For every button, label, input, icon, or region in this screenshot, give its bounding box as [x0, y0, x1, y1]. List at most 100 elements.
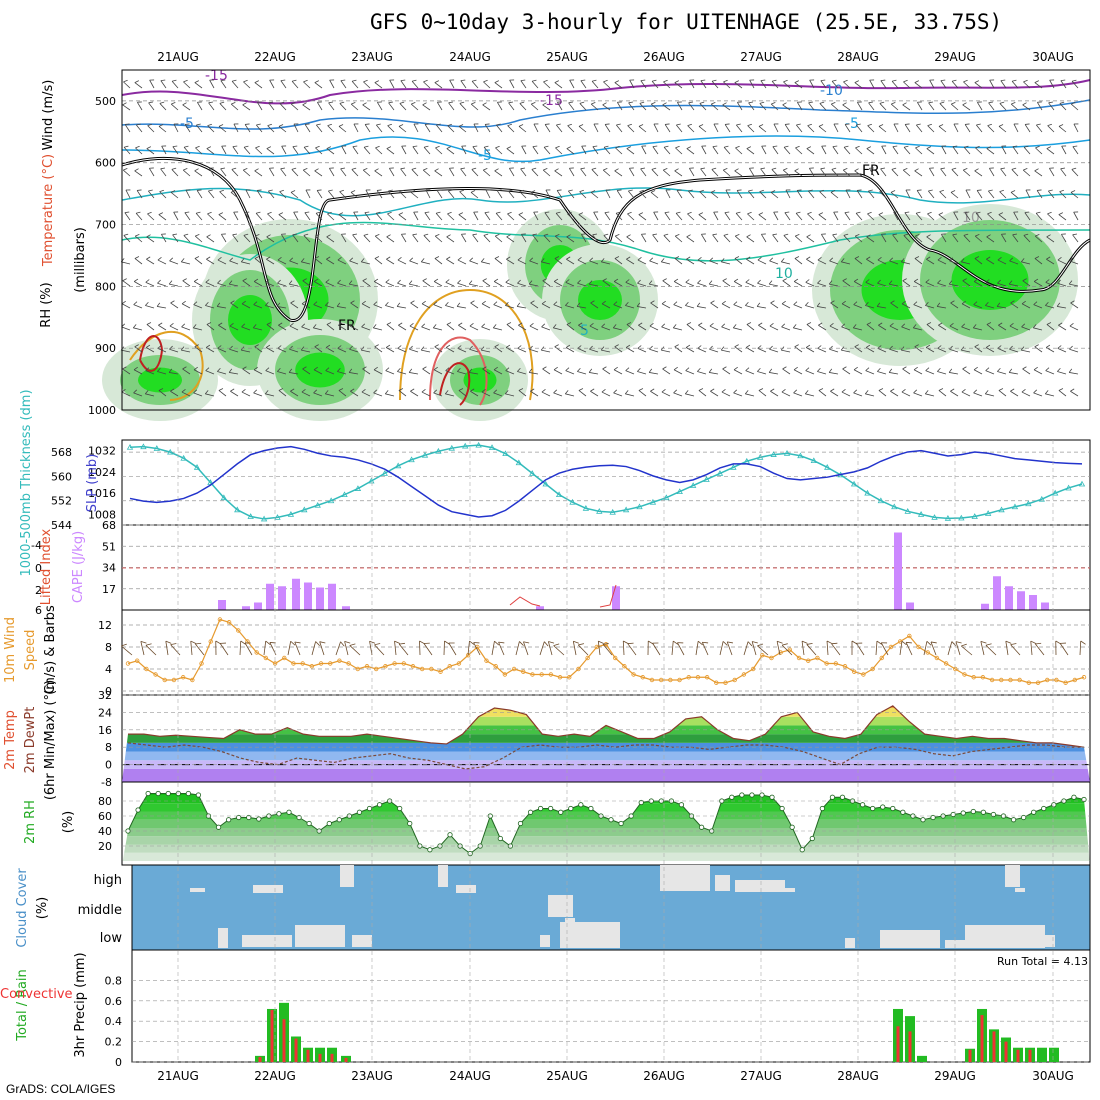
wind-barb: [1033, 301, 1043, 309]
wind-barb: [434, 256, 443, 265]
wind-barb: [369, 640, 376, 656]
wind-barb: [781, 643, 793, 656]
wind-speed-marker: [879, 655, 884, 661]
wind-barb: [140, 640, 147, 656]
wind-barb: [867, 211, 875, 221]
wind-barb: [195, 211, 203, 221]
wind-barb: [781, 300, 791, 309]
wind-barb: [985, 344, 995, 353]
wind-barb: [569, 167, 575, 177]
cape-bar: [1005, 586, 1013, 610]
y-tick-label: 900: [95, 342, 116, 355]
wind-barb: [1072, 145, 1079, 155]
wind-speed-marker: [254, 650, 259, 655]
wind-barb: [1032, 324, 1043, 331]
wind-barb: [364, 211, 371, 221]
wind-barb: [217, 367, 227, 375]
temperature-contour: [121, 221, 1091, 262]
wind-speed-marker: [484, 658, 489, 663]
wind-speed-marker: [134, 658, 140, 663]
wind-barb: [641, 145, 647, 155]
wind-barb: [389, 167, 395, 177]
wind-barb: [553, 278, 563, 287]
thickness-line-marker: [1078, 480, 1086, 487]
wind-speed-marker: [530, 672, 535, 677]
wind-barb: [376, 189, 383, 199]
wind-barb: [808, 189, 815, 199]
wind-barb: [757, 257, 767, 265]
wind-barb: [532, 233, 539, 243]
wind-barb: [289, 257, 299, 265]
wind-barb: [1021, 300, 1031, 309]
wind-barb: [794, 256, 803, 265]
cloud-block: [352, 935, 372, 947]
thickness-line-marker: [676, 488, 683, 495]
wind-barb: [319, 641, 326, 656]
wind-barb: [806, 256, 815, 265]
rh-marker: [397, 805, 403, 812]
wind-barb: [172, 145, 179, 155]
wind-barb: [953, 123, 959, 133]
wind-barb: [686, 146, 695, 155]
thickness-line-marker: [140, 443, 147, 450]
wind-barb: [590, 190, 599, 199]
wind-barb: [589, 323, 599, 331]
wind-barb: [253, 278, 263, 287]
rh-marker: [1010, 817, 1017, 823]
wind-barb: [925, 279, 935, 287]
wind-barb: [856, 642, 865, 656]
rh-marker: [960, 810, 966, 816]
wind-barb: [989, 167, 995, 177]
wind-barb: [746, 256, 755, 265]
wind-barb: [508, 189, 515, 199]
wind-barb: [960, 258, 971, 265]
wind-barb: [267, 123, 275, 133]
wind-barb: [793, 389, 803, 397]
wind-barb: [543, 145, 551, 155]
wind-barb: [255, 211, 263, 221]
cloud-block: [1005, 865, 1020, 887]
wind-barb: [1034, 344, 1043, 353]
wind-barb: [123, 145, 131, 155]
wind-barb: [938, 124, 947, 133]
thickness-line-marker: [689, 482, 697, 488]
wind-barb: [530, 388, 539, 397]
wind-barb: [181, 300, 191, 309]
wind-barb: [324, 390, 335, 397]
wind-barb: [173, 211, 179, 221]
wind-barb: [458, 124, 467, 133]
wind-barb: [149, 167, 155, 177]
wind-speed-marker: [916, 644, 921, 650]
wind-barb: [146, 234, 155, 243]
wind-barb: [833, 123, 839, 133]
date-label-bottom: 28AUG: [837, 1069, 879, 1083]
rh-marker: [980, 809, 986, 815]
rh-band: [122, 828, 1090, 837]
wind-barb: [303, 233, 311, 243]
wind-barb: [833, 211, 839, 221]
wind-barb: [353, 211, 359, 221]
wind-barb: [801, 640, 808, 656]
convective-bar: [270, 1009, 274, 1062]
wind-barb: [422, 278, 431, 287]
wind-barb: [889, 257, 899, 265]
wind-barb: [674, 80, 683, 89]
wind-barb: [783, 145, 791, 155]
wind-barb: [1057, 367, 1067, 375]
wind-barb: [673, 366, 683, 375]
wind-barb: [327, 211, 335, 221]
wind-barb: [265, 301, 275, 309]
wind-barb: [627, 211, 635, 221]
wind-barb: [1034, 80, 1043, 89]
wind-barb: [277, 367, 287, 375]
cloud-block: [242, 935, 292, 947]
wind-barb: [602, 168, 611, 177]
wind-barb: [865, 301, 875, 309]
cloud-block: [190, 888, 205, 892]
wind-barb: [830, 190, 839, 199]
date-label-bottom: 21AUG: [157, 1069, 199, 1083]
wind-barb: [1013, 211, 1019, 221]
wind-barb: [866, 322, 875, 331]
wind-barb: [362, 168, 371, 177]
wind-barb: [243, 145, 251, 155]
